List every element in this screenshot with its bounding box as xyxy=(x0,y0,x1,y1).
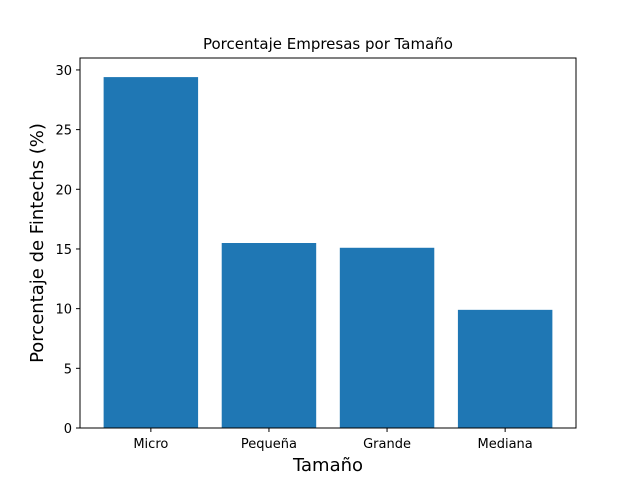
plot-frame xyxy=(79,57,577,429)
y-axis-label: Porcentaje de Fintechs (%) xyxy=(27,123,48,363)
y-tick-label: 25 xyxy=(55,124,72,139)
x-tick-label: Micro xyxy=(133,437,168,452)
x-axis-label: Tamaño xyxy=(292,455,363,476)
y-tick-label: 10 xyxy=(55,303,72,318)
y-tick-label: 0 xyxy=(64,422,72,437)
y-tick-label: 20 xyxy=(55,183,72,198)
y-axis-ticks: 0 5 10 15 20 25 30 xyxy=(55,64,80,437)
x-tick-label: Grande xyxy=(363,437,411,452)
bar-0 xyxy=(103,77,199,428)
y-tick-label: 5 xyxy=(64,362,72,377)
bar-3 xyxy=(457,309,553,428)
bar-1 xyxy=(221,243,317,428)
chart-title: Porcentaje Empresas por Tamaño xyxy=(203,35,453,53)
y-tick-label: 30 xyxy=(55,64,72,79)
x-tick-label: Pequeña xyxy=(241,437,297,452)
y-tick-label: 15 xyxy=(55,243,72,258)
x-axis-ticks: Micro Pequeña Grande Mediana xyxy=(133,428,533,452)
x-tick-label: Mediana xyxy=(478,437,533,452)
bars-group xyxy=(103,77,553,428)
bar-2 xyxy=(339,247,435,428)
